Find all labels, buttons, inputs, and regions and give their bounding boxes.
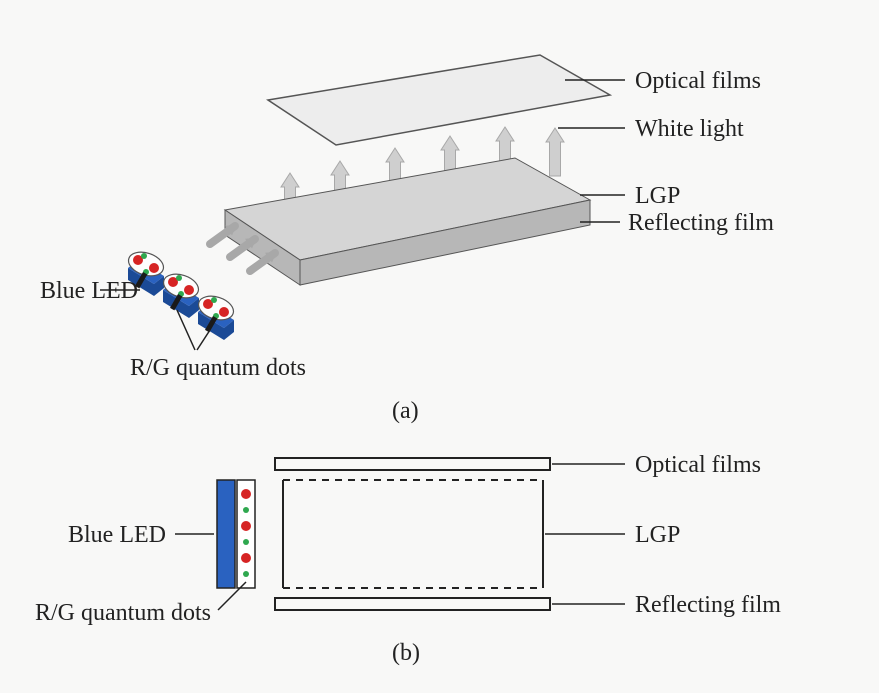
- blue-led-b: [217, 480, 235, 588]
- reflecting-film-b: [275, 598, 550, 610]
- label-blue-led-a: Blue LED: [40, 278, 138, 304]
- label-optical-films-a: Optical films: [635, 68, 761, 94]
- label-rg-qd-b: R/G quantum dots: [35, 600, 211, 626]
- figure-b: Optical films LGP Reflecting film Blue LED R…: [35, 452, 781, 666]
- label-reflecting-film-b: Reflecting film: [635, 592, 781, 618]
- label-lgp-a: LGP: [635, 183, 680, 209]
- optical-film-b: [275, 458, 550, 470]
- label-blue-led-b: Blue LED: [68, 522, 166, 548]
- figure-a: Optical films White light LGPReflecting fi…: [40, 55, 774, 424]
- label-lgp-b: LGP: [635, 522, 680, 548]
- label-rg-qd-a: R/G quantum dots: [130, 355, 306, 381]
- optical-film: [268, 55, 610, 145]
- label-reflecting-film-a: Reflecting film: [628, 210, 774, 236]
- blue-led-array: [125, 248, 236, 340]
- label-optical-films-b: Optical films: [635, 452, 761, 478]
- caption-a: (a): [392, 398, 419, 424]
- caption-b: (b): [392, 640, 420, 666]
- label-white-light-a: White light: [635, 116, 744, 142]
